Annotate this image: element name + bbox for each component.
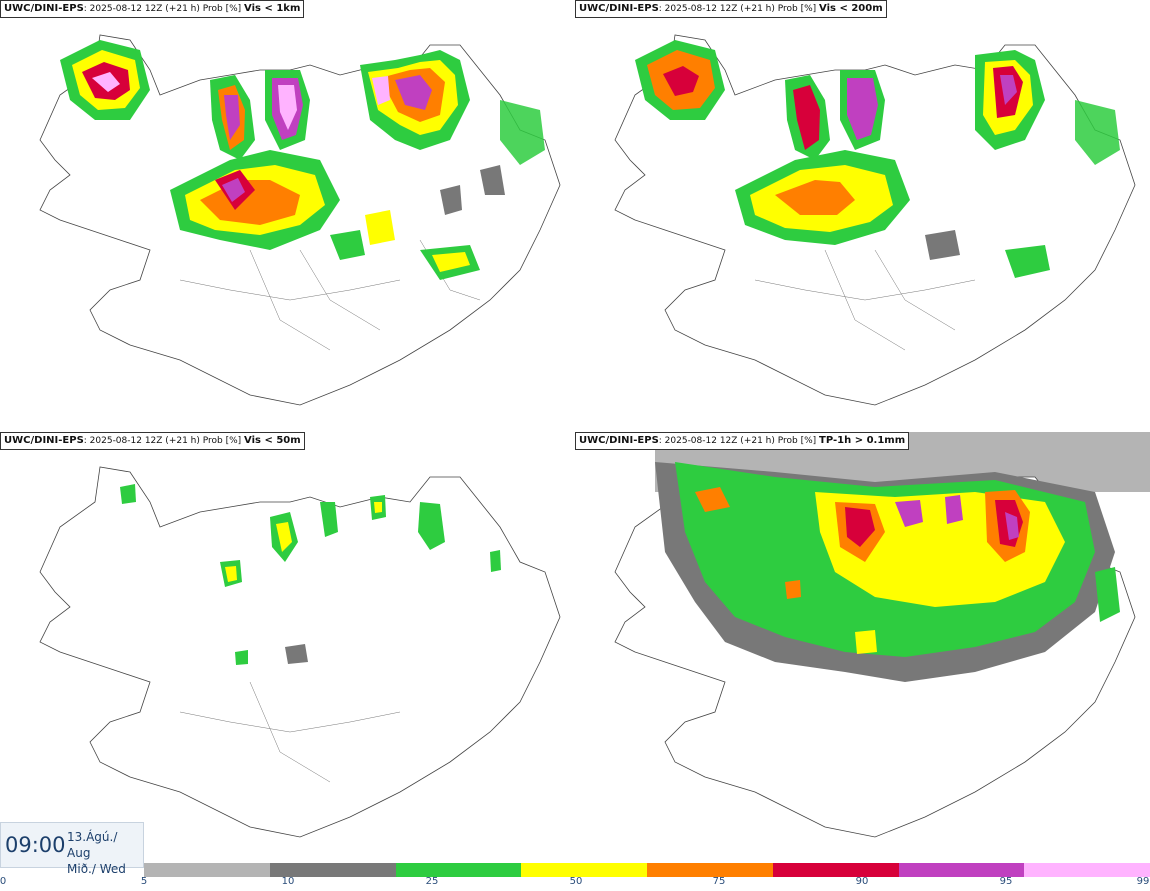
panel-title: UWC/DINI-EPS: 2025-08-12 12Z (+21 h) Pro… [0, 432, 305, 450]
colorbar-tick-label: 25 [425, 876, 439, 887]
iceland-map [614, 432, 1150, 838]
map-panel-vis-200m: UWC/DINI-EPS: 2025-08-12 12Z (+21 h) Pro… [575, 0, 1150, 432]
map-panel-vis-1km: UWC/DINI-EPS: 2025-08-12 12Z (+21 h) Pro… [0, 0, 575, 432]
valid-time-box: 09:00 13.Ágú./ Aug Mið./ Wed [0, 822, 144, 876]
iceland-map [39, 34, 561, 406]
iceland-map [614, 34, 1136, 406]
colorbar-ticks: 0 5 10 25 50 75 90 95 99 [0, 876, 1150, 890]
colorbar-segment [521, 863, 647, 877]
colorbar-tick-label: 50 [569, 876, 583, 887]
colorbar-tick-label: 99 [1136, 876, 1150, 887]
valid-date-line1: 13.Ágú./ Aug [67, 830, 118, 860]
valid-date-line2: Mið./ Wed [67, 862, 126, 876]
colorbar-segment [772, 863, 899, 877]
colorbar-segment [647, 863, 773, 877]
iceland-map [39, 466, 561, 838]
colorbar-segment [144, 863, 270, 877]
colorbar-segment [898, 863, 1025, 877]
panel-title: UWC/DINI-EPS: 2025-08-12 12Z (+21 h) Pro… [0, 0, 305, 18]
colorbar-segment [395, 863, 522, 877]
colorbar-segment [1024, 863, 1150, 877]
panel-title: UWC/DINI-EPS: 2025-08-12 12Z (+21 h) Pro… [575, 432, 910, 450]
colorbar-tick-label: 95 [999, 876, 1013, 887]
colorbar-segment [269, 863, 396, 877]
valid-date: 13.Ágú./ Aug Mið./ Wed [67, 829, 143, 877]
panel-title: UWC/DINI-EPS: 2025-08-12 12Z (+21 h) Pro… [575, 0, 887, 18]
colorbar-tick-label: 10 [281, 876, 295, 887]
map-panel-vis-50m: UWC/DINI-EPS: 2025-08-12 12Z (+21 h) Pro… [0, 432, 575, 864]
probability-colorbar [144, 863, 1150, 877]
colorbar-tick-label: 0 [0, 876, 7, 887]
colorbar-tick-label: 5 [140, 876, 148, 887]
colorbar-tick-label: 75 [712, 876, 726, 887]
map-panel-tp-1h: UWC/DINI-EPS: 2025-08-12 12Z (+21 h) Pro… [575, 432, 1150, 864]
colorbar-tick-label: 90 [855, 876, 869, 887]
valid-time: 09:00 [5, 833, 66, 857]
